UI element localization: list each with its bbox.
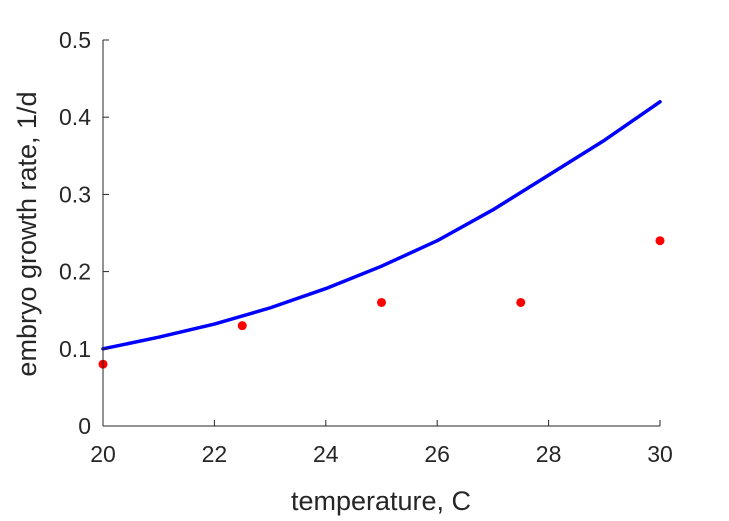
x-axis-title: temperature, C (291, 486, 471, 516)
x-tick-label: 20 (90, 441, 116, 467)
plot-area (98, 100, 665, 369)
y-tick-label: 0.1 (59, 336, 91, 362)
y-tick-label: 0.2 (59, 259, 91, 285)
x-tick-label: 22 (202, 441, 228, 467)
data-point (516, 297, 526, 307)
y-tick-label: 0.3 (59, 181, 91, 207)
x-axis-ticks: 20 22 24 26 28 30 (90, 420, 673, 467)
data-point (655, 236, 665, 246)
model-curve (101, 100, 662, 351)
y-axis-title: embryo growth rate, 1/d (12, 91, 42, 376)
axes (102, 40, 660, 427)
y-tick-label: 0.4 (59, 104, 91, 130)
y-axis-ticks: 0 0.1 0.2 0.3 0.4 0.5 (59, 27, 109, 439)
x-tick-label: 28 (536, 441, 562, 467)
x-tick-label: 26 (424, 441, 450, 467)
data-point (377, 297, 386, 307)
y-tick-label: 0 (78, 413, 91, 439)
y-tick-label: 0.5 (59, 27, 91, 53)
data-point (237, 321, 247, 331)
x-tick-label: 30 (647, 441, 673, 467)
x-tick-label: 24 (313, 441, 339, 467)
